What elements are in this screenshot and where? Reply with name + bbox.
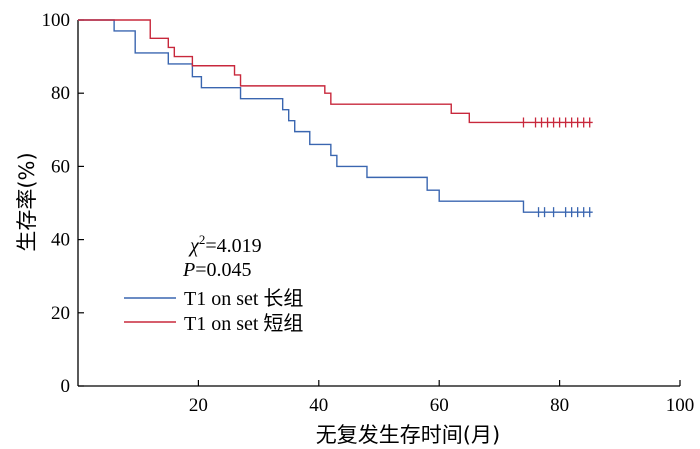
legend-label-long-group: T1 on set 长组 (184, 287, 303, 310)
chi-value: =4.019 (205, 235, 261, 257)
survival-curve (78, 19, 593, 213)
p-value: =0.045 (195, 259, 251, 281)
x-tick-label: 20 (189, 395, 208, 416)
x-tick-label: 60 (430, 395, 449, 416)
x-tick-label: 100 (666, 395, 695, 416)
y-tick-label: 80 (51, 83, 70, 104)
y-tick-label: 20 (51, 303, 70, 324)
chi-square-label: χ2=4.019 (188, 232, 262, 257)
x-axis-title: 无复发生存时间(月) (316, 423, 500, 447)
x-tick-label: 80 (550, 395, 569, 416)
legend: T1 on set 长组 T1 on set 短组 (124, 287, 303, 335)
series-layer (78, 19, 593, 218)
axes: 0 20 40 60 80 100 20 40 60 80 100 (42, 10, 695, 416)
y-tick-label: 100 (42, 10, 71, 31)
chi-exponent: 2 (199, 232, 206, 247)
p-value-label: P=0.045 (182, 259, 252, 281)
legend-label-short-group: T1 on set 短组 (184, 312, 303, 335)
y-tick-label: 0 (61, 376, 71, 397)
series-0 (78, 19, 593, 218)
y-axis-title: 生存率(%) (15, 152, 39, 251)
y-tick-label: 60 (51, 156, 70, 177)
survival-curve (78, 19, 593, 124)
statistics-annotation: χ2=4.019 P=0.045 (182, 232, 262, 281)
y-tick-label: 40 (51, 230, 70, 251)
chi-symbol: χ (188, 235, 200, 257)
series-1 (78, 19, 593, 128)
x-tick-label: 40 (309, 395, 328, 416)
p-symbol: P (182, 259, 195, 281)
